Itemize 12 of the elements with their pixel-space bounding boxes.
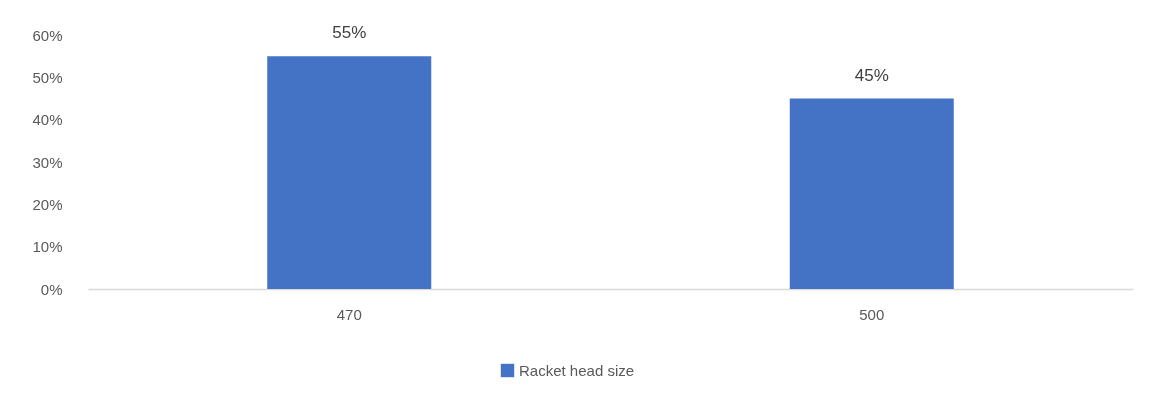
data-label: 55% <box>332 23 367 43</box>
y-tick-label: 40% <box>32 111 63 129</box>
y-tick-label: 50% <box>32 68 63 86</box>
x-tick-label: 470 <box>336 305 362 323</box>
legend-label: Racket head size <box>519 361 635 379</box>
y-tick-label: 30% <box>32 153 63 171</box>
y-tick-label: 10% <box>32 238 63 256</box>
y-tick-label: 60% <box>32 26 63 44</box>
y-tick-label: 0% <box>40 280 63 298</box>
y-tick-label: 20% <box>32 195 63 213</box>
x-tick-label: 500 <box>859 305 885 323</box>
data-label: 45% <box>854 65 889 85</box>
